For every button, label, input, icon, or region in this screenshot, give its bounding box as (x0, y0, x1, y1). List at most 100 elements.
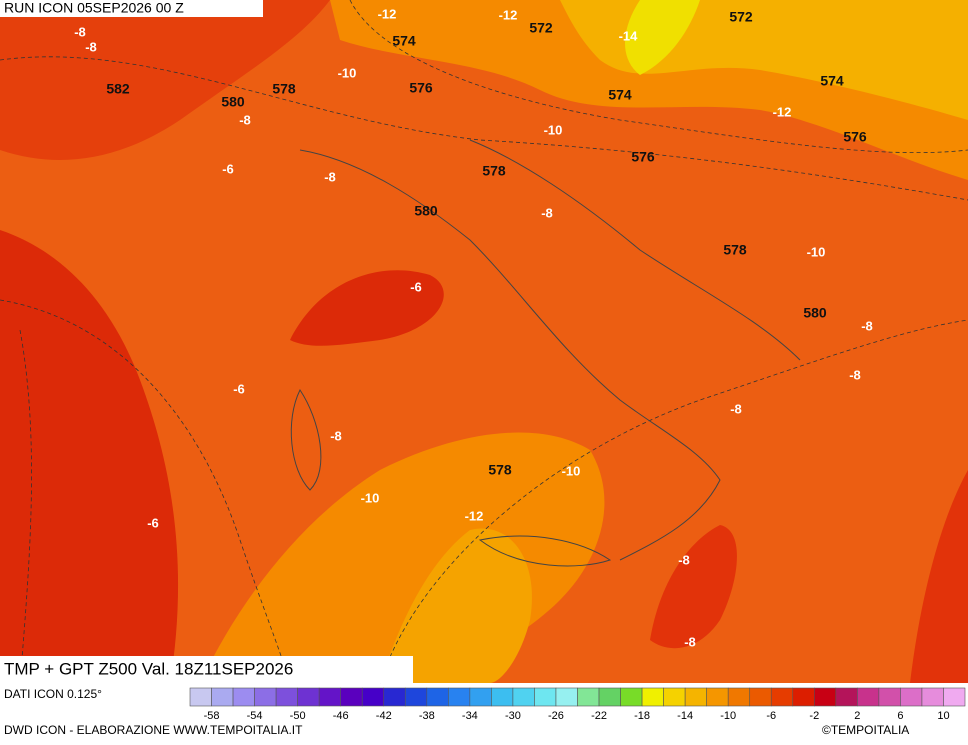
colorbar-tick-label: -26 (548, 710, 564, 722)
colorbar-swatch (275, 687, 298, 707)
isohypse-label: 578 (482, 163, 506, 179)
isotherm-label: -8 (239, 112, 251, 127)
isotherm-label: -10 (544, 122, 563, 137)
isotherm-label: -6 (222, 161, 234, 176)
map-title: TMP + GPT Z500 Val. 18Z11SEP2026 (4, 659, 293, 678)
colorbar-swatch (512, 687, 535, 707)
isotherm-label: -6 (147, 515, 159, 530)
isohypse-label: 576 (409, 80, 433, 96)
isotherm-label: -8 (730, 401, 742, 416)
isotherm-label: -10 (807, 244, 826, 259)
isohypse-label: 574 (392, 33, 416, 49)
colorbar-swatch (727, 687, 751, 707)
isohypse-label: 578 (488, 462, 512, 478)
isohypse-label: 576 (843, 129, 867, 145)
colorbar-swatch (491, 687, 514, 707)
cold-zone (380, 528, 532, 683)
colorbar-tick-label: -22 (591, 710, 607, 722)
isohypse-label: 580 (221, 94, 245, 110)
colorbar-swatch (598, 687, 621, 707)
colorbar: -58 -54 -50 -46 -42 -38 -34 -30 -26 -22 -18 -14 -10-… (189, 687, 966, 722)
colorbar-swatch (555, 687, 578, 707)
isohypse-label: 580 (414, 203, 438, 219)
colorbar-tick-label: 6 (897, 710, 903, 722)
warm-zone (910, 470, 968, 683)
colorbar-swatch (361, 687, 385, 707)
isotherm-label: -10 (562, 463, 581, 478)
title-box (0, 656, 413, 683)
isotherm-label: -8 (85, 39, 97, 54)
colorbar-tick-label: 10 (937, 710, 949, 722)
colorbar-tick-label: -6 (766, 710, 776, 722)
colorbar-swatch (684, 687, 707, 707)
isotherm-label: -6 (410, 279, 422, 294)
colorbar-swatch (232, 687, 255, 707)
colorbar-swatch (663, 687, 686, 707)
isotherm-label: -10 (361, 490, 380, 505)
colorbar-swatch (318, 687, 341, 707)
colorbar-swatch (814, 687, 837, 707)
colorbar-tick-label: -54 (247, 710, 263, 722)
isotherm-label: -12 (499, 7, 518, 22)
colorbar-swatch (404, 687, 428, 707)
colorbar-swatch (835, 687, 858, 707)
isohypse-label: 578 (723, 242, 747, 258)
isohypse-label: 574 (608, 87, 632, 103)
colorbar-tick-label: -2 (809, 710, 819, 722)
colorbar-swatch (211, 687, 234, 707)
warm-zone (0, 230, 179, 683)
colorbar-tick-label: 2 (854, 710, 860, 722)
colorbar-tick-label: -42 (376, 710, 392, 722)
colorbar-swatch (448, 687, 471, 707)
colorbar-swatch (943, 687, 966, 707)
colorbar-tick-label: -58 (204, 710, 220, 722)
contour-lines (0, 0, 968, 684)
colorbar-swatch (921, 687, 944, 707)
colorbar-swatch (770, 687, 794, 707)
colorbar-swatch (792, 687, 815, 707)
colorbar-swatch (878, 687, 901, 707)
colorbar-swatch (426, 687, 449, 707)
copyright: ©TEMPOITALIA (822, 723, 909, 737)
warm-zone (650, 525, 737, 649)
isotherm-label: -8 (541, 205, 553, 220)
isotherm-label: -14 (619, 28, 639, 43)
coastlines (290, 139, 801, 567)
data-source: DATI ICON 0.125° (4, 687, 102, 701)
colorbar-tick-label: -30 (505, 710, 521, 722)
isotherm-label: -8 (861, 318, 873, 333)
colorbar-swatch (469, 687, 492, 707)
colorbar-tick-label: -10 (720, 710, 736, 722)
credit: DWD ICON - ELABORAZIONE WWW.TEMPOITALIA.… (4, 723, 303, 737)
colorbar-swatch (297, 687, 320, 707)
isotherm-label: -6 (233, 381, 245, 396)
isohypse-label: 572 (729, 9, 753, 25)
colorbar-swatch (340, 687, 363, 707)
colorbar-tick-label: -14 (677, 710, 693, 722)
isotherm-label: -10 (338, 65, 357, 80)
map-field (0, 0, 968, 684)
run-box (0, 0, 263, 17)
isotherm-label: -12 (378, 6, 397, 21)
isotherm-label: -8 (324, 169, 336, 184)
colorbar-tick-label: -38 (419, 710, 435, 722)
isohypse-label: 574 (820, 73, 844, 89)
isotherm-label: -8 (330, 428, 342, 443)
colorbar-tick-label: -18 (634, 710, 650, 722)
colorbar-tick-label: -46 (333, 710, 349, 722)
isotherm-label: -12 (773, 104, 792, 119)
map-labels: -12 -12-8-8-14-10-8-12-10-6-8-8-10-6-8-8-… (74, 6, 873, 649)
colorbar-tick-label: -34 (462, 710, 478, 722)
colorbar-swatch (857, 687, 880, 707)
isotherm-label: -12 (465, 508, 484, 523)
colorbar-swatch (900, 687, 923, 707)
isotherm-label: -8 (74, 24, 86, 39)
colorbar-swatch (534, 687, 557, 707)
isotherm-label: -8 (678, 552, 690, 567)
coldest-zone (625, 0, 700, 75)
warm-zone (0, 0, 330, 160)
colorbar-swatch (749, 687, 772, 707)
isotherm-label: -8 (849, 367, 861, 382)
